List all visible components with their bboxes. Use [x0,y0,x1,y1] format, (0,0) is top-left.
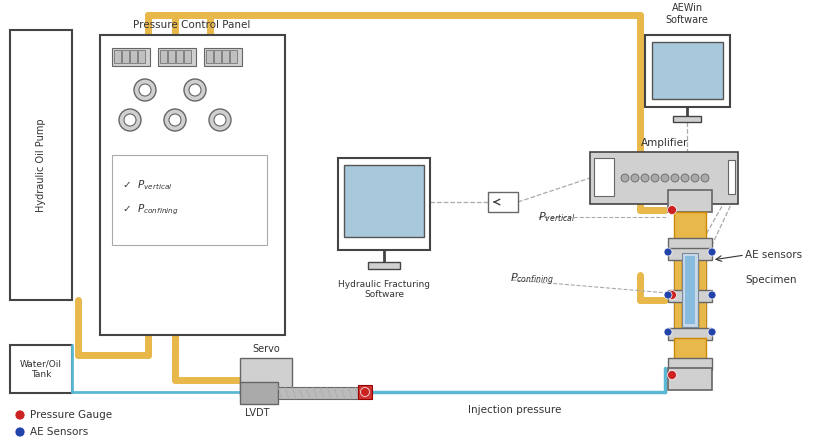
Text: Pressure Gauge: Pressure Gauge [30,410,112,420]
Bar [673,212,705,240]
Bar [667,358,711,370]
Circle shape [169,114,181,126]
Bar [112,48,150,66]
Circle shape [650,174,658,182]
Bar [10,30,72,300]
Bar [112,155,267,245]
Bar [160,50,167,63]
Circle shape [663,248,672,256]
Text: Amplifier: Amplifier [640,138,688,148]
Bar [593,158,613,196]
Circle shape [667,370,676,379]
Bar [240,358,292,396]
Bar [158,48,196,66]
Text: AE Sensors: AE Sensors [30,427,88,437]
Bar [337,158,429,250]
Circle shape [119,109,141,131]
Bar [651,42,722,99]
Circle shape [188,84,201,96]
Circle shape [667,290,676,300]
Bar [122,50,129,63]
Text: $P_{vertical}$: $P_{vertical}$ [537,210,575,224]
Circle shape [124,114,136,126]
Text: Injection pressure: Injection pressure [468,405,561,415]
Text: Servo: Servo [251,344,279,354]
Circle shape [707,328,715,336]
Text: LVDT: LVDT [245,408,269,418]
Bar [673,250,705,330]
Bar [278,387,358,399]
Bar [673,338,705,360]
Circle shape [670,174,678,182]
Circle shape [660,174,668,182]
Bar [645,35,729,107]
Circle shape [707,291,715,299]
Text: Pressure Control Panel: Pressure Control Panel [133,20,251,30]
Circle shape [183,79,206,101]
Circle shape [680,174,688,182]
Bar [727,160,734,194]
Circle shape [640,174,648,182]
Bar [204,48,242,66]
Bar [214,50,221,63]
Bar [10,345,72,393]
Circle shape [663,291,672,299]
Text: $P_{confining}$: $P_{confining}$ [509,272,554,288]
Text: Hydraulic Fracturing
Software: Hydraulic Fracturing Software [337,280,429,299]
Bar [358,385,372,399]
Bar [590,152,737,204]
Text: AEWin
Software: AEWin Software [665,4,708,25]
Bar [672,116,700,122]
Circle shape [700,174,708,182]
Circle shape [620,174,628,182]
Circle shape [164,109,186,131]
Bar [114,50,121,63]
Bar [344,165,423,237]
Bar [684,256,695,324]
Bar [698,250,705,330]
Bar [487,192,518,212]
Circle shape [690,174,698,182]
Circle shape [209,109,231,131]
Bar [183,50,191,63]
Bar [206,50,213,63]
Bar [673,250,680,330]
Text: ✓  $P_{vertical}$: ✓ $P_{vertical}$ [122,178,172,192]
Circle shape [360,388,369,396]
Circle shape [214,114,226,126]
Circle shape [15,427,25,437]
Text: Water/Oil
Tank: Water/Oil Tank [20,359,62,379]
Bar [667,190,711,212]
Bar [368,262,400,269]
Bar [681,253,697,327]
Bar [667,238,711,250]
Text: Specimen: Specimen [744,275,795,285]
Bar [240,382,278,404]
Text: ✓  $P_{confining}$: ✓ $P_{confining}$ [122,203,179,217]
Circle shape [133,79,156,101]
Circle shape [667,206,676,215]
Circle shape [631,174,638,182]
Circle shape [139,84,151,96]
Bar [222,50,229,63]
Bar [229,50,237,63]
Bar [667,290,711,302]
Text: AE sensors: AE sensors [744,250,801,260]
Circle shape [15,410,25,420]
Circle shape [663,328,672,336]
Bar [130,50,137,63]
Bar [100,35,285,335]
Circle shape [707,248,715,256]
Bar [176,50,183,63]
Bar [667,328,711,340]
Bar [667,248,711,260]
Bar [168,50,174,63]
Text: Hydraulic Oil Pump: Hydraulic Oil Pump [36,118,46,212]
Bar [138,50,145,63]
Bar [667,368,711,390]
